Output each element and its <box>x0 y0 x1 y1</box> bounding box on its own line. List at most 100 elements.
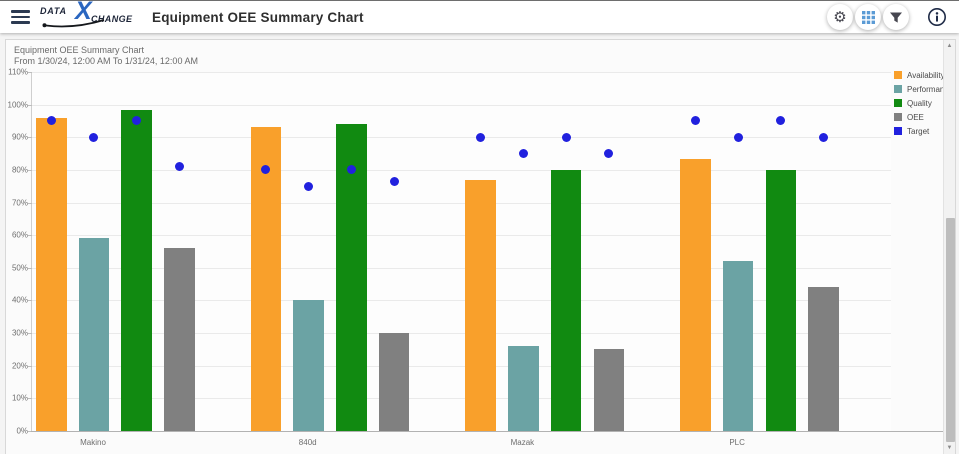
target-dot-plc[interactable] <box>690 116 700 126</box>
logo-swoosh-icon <box>42 19 105 28</box>
scrollbar-down-arrow[interactable]: ▼ <box>946 445 953 451</box>
y-axis-tick <box>28 333 32 335</box>
y-axis-tick-label: 40% <box>11 295 28 305</box>
y-axis-tick <box>28 72 32 73</box>
scrollbar-up-arrow[interactable]: ▲ <box>946 43 953 49</box>
bar-oee-makino[interactable] <box>164 248 195 431</box>
scrollbar-thumb[interactable] <box>945 218 955 442</box>
target-dot-plc[interactable] <box>733 132 743 142</box>
filter-button[interactable] <box>883 4 909 30</box>
y-axis-tick <box>28 202 32 204</box>
legend-item-target[interactable]: Target <box>894 124 953 138</box>
y-axis-tick-label: 110% <box>8 67 28 77</box>
chart-legend: Availability Performance Quality OEE Target <box>894 68 953 138</box>
legend-item-availability[interactable]: Availability <box>894 68 953 82</box>
y-axis-tick-label: 60% <box>11 230 28 240</box>
x-axis-labels: Makino 840d Mazak PLC <box>31 438 891 452</box>
y-axis-tick-label: 0% <box>16 426 28 436</box>
legend-item-performance[interactable]: Performance <box>894 82 953 96</box>
legend-swatch-icon <box>894 113 902 121</box>
chart-subtitle: From 1/30/24, 12:00 AM To 1/31/24, 12:00… <box>14 56 198 66</box>
bar-availability-makino[interactable] <box>36 117 67 431</box>
table-view-button[interactable] <box>855 4 881 30</box>
grid-icon <box>861 10 875 24</box>
y-axis-tick <box>28 267 32 269</box>
bar-quality-840d[interactable] <box>336 124 367 431</box>
bar-performance-plc[interactable] <box>722 261 754 431</box>
bar-oee-840d[interactable] <box>378 333 410 431</box>
legend-label: OEE <box>907 112 924 122</box>
target-dot-plc[interactable] <box>818 132 828 142</box>
chart-card: Equipment OEE Summary Chart From 1/30/24… <box>5 39 956 454</box>
target-dot-makino[interactable] <box>46 116 56 126</box>
logo-text-change: CHANGE <box>91 14 133 24</box>
gridline <box>32 137 891 139</box>
target-dot-mazak[interactable] <box>518 149 528 159</box>
target-dot-makino[interactable] <box>132 116 142 126</box>
bar-oee-mazak[interactable] <box>593 349 624 431</box>
x-axis-category-label: Mazak <box>510 438 535 447</box>
bar-performance-840d[interactable] <box>293 300 324 431</box>
y-axis-tick-label: 50% <box>11 263 28 273</box>
target-dot-plc[interactable] <box>776 116 786 126</box>
hamburger-menu-icon[interactable] <box>11 7 30 28</box>
bar-availability-840d[interactable] <box>250 127 282 431</box>
target-dot-makino[interactable] <box>89 132 99 142</box>
x-axis-line <box>31 431 947 432</box>
x-axis-category-label: 840d <box>298 438 317 447</box>
chart-title: Equipment OEE Summary Chart <box>14 45 145 55</box>
gridline <box>32 365 891 367</box>
x-axis-category-label: Makino <box>80 438 106 447</box>
vertical-scrollbar[interactable]: ▲ ▼ <box>943 40 955 454</box>
info-icon <box>928 8 946 26</box>
legend-swatch-icon <box>894 71 902 79</box>
gridline <box>32 267 891 269</box>
funnel-icon <box>890 12 902 23</box>
y-axis-tick-label: 20% <box>11 361 28 371</box>
gridline <box>32 104 891 106</box>
legend-label: Target <box>907 126 930 136</box>
gridline <box>32 72 891 73</box>
target-dot-840d[interactable] <box>261 165 271 175</box>
target-dot-840d[interactable] <box>304 181 314 191</box>
settings-button[interactable]: ⚙ <box>827 4 853 30</box>
target-dot-840d[interactable] <box>346 165 356 175</box>
y-axis-tick <box>28 365 32 367</box>
target-dot-840d[interactable] <box>389 176 399 186</box>
app-header: DATA X CHANGE Equipment OEE Summary Char… <box>0 0 959 33</box>
bar-quality-makino[interactable] <box>121 109 152 431</box>
target-dot-mazak[interactable] <box>476 132 486 142</box>
page-title: Equipment OEE Summary Chart <box>152 9 364 25</box>
y-axis-tick-label: 90% <box>11 132 28 142</box>
bar-performance-mazak[interactable] <box>508 346 539 431</box>
bar-quality-plc[interactable] <box>765 169 796 431</box>
gridline <box>32 235 891 237</box>
header-actions: ⚙ <box>809 1 959 34</box>
bar-oee-plc[interactable] <box>808 287 839 431</box>
gridline <box>32 169 891 171</box>
bar-availability-plc[interactable] <box>680 158 711 431</box>
gear-icon: ⚙ <box>833 7 847 26</box>
y-axis-tick-label: 70% <box>11 198 28 208</box>
legend-label: Quality <box>907 98 932 108</box>
y-axis-tick <box>28 235 32 237</box>
legend-item-oee[interactable]: OEE <box>894 110 953 124</box>
gridline <box>32 300 891 302</box>
y-axis-tick-label: 100% <box>7 100 28 110</box>
target-dot-mazak[interactable] <box>561 132 571 142</box>
bar-performance-makino[interactable] <box>78 238 110 431</box>
target-dot-makino[interactable] <box>174 162 184 172</box>
logo-text-x: X <box>75 0 92 25</box>
legend-swatch-icon <box>894 99 902 107</box>
gridline <box>32 202 891 204</box>
dataxchange-logo: DATA X CHANGE <box>38 0 138 32</box>
target-dot-mazak[interactable] <box>604 149 614 159</box>
info-button[interactable] <box>926 6 948 28</box>
bar-quality-mazak[interactable] <box>550 169 582 431</box>
legend-swatch-icon <box>894 127 902 135</box>
y-axis-tick <box>28 104 32 106</box>
bar-availability-mazak[interactable] <box>465 179 496 431</box>
x-axis-category-label: PLC <box>729 438 745 447</box>
legend-item-quality[interactable]: Quality <box>894 96 953 110</box>
plot-area <box>28 72 891 432</box>
